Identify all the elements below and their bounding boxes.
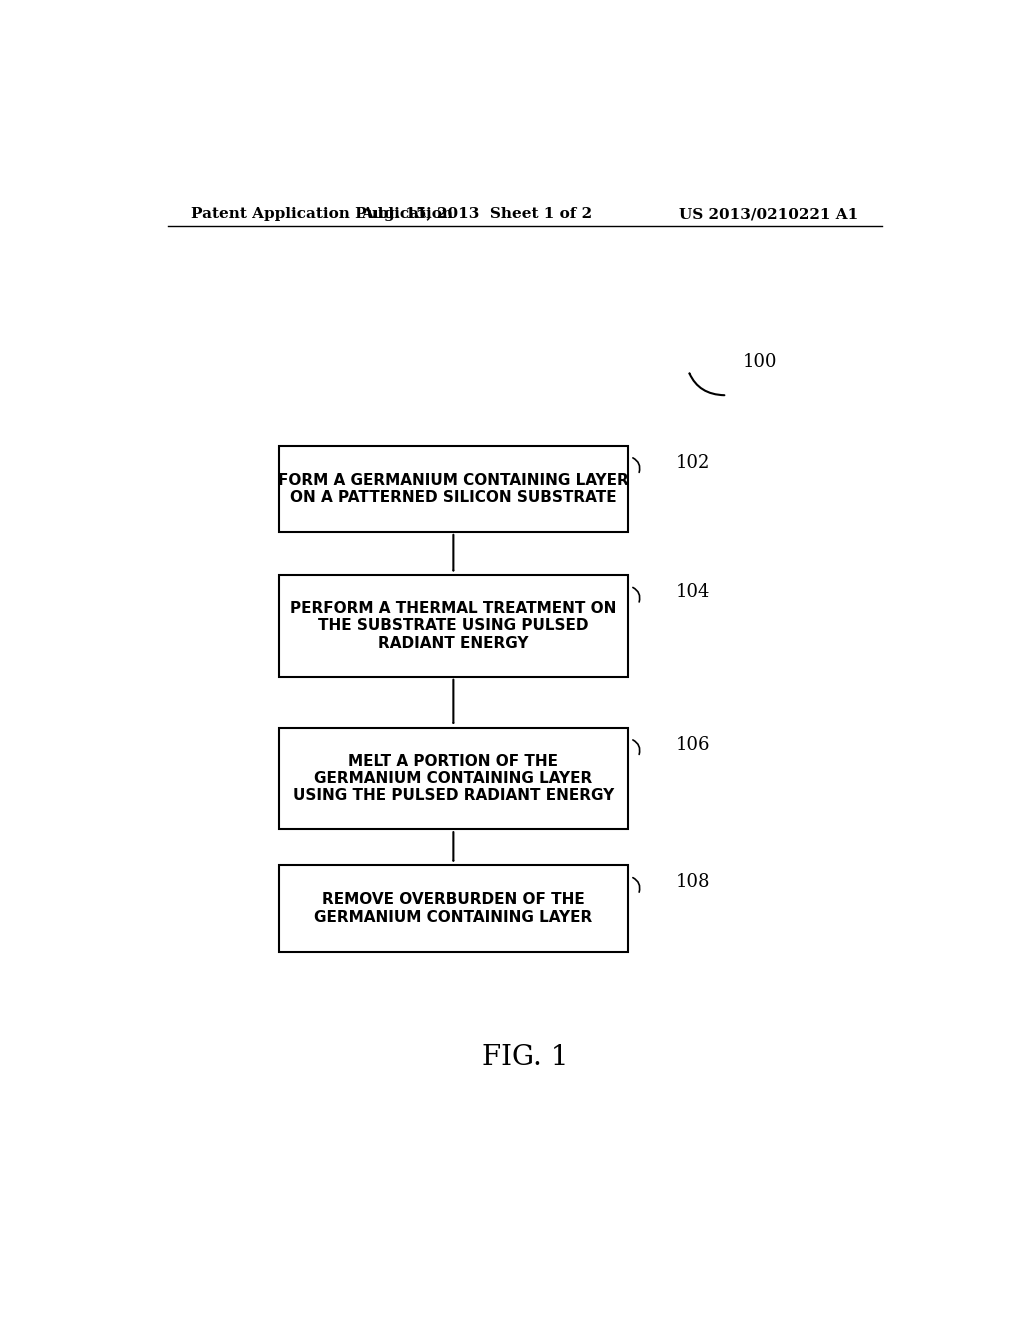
Text: FIG. 1: FIG. 1 [481,1044,568,1072]
FancyArrowPatch shape [633,741,640,755]
FancyArrowPatch shape [689,374,724,395]
Bar [279,727,628,829]
FancyArrowPatch shape [633,587,640,602]
Text: 104: 104 [676,583,710,601]
Text: MELT A PORTION OF THE
GERMANIUM CONTAINING LAYER
USING THE PULSED RADIANT ENERGY: MELT A PORTION OF THE GERMANIUM CONTAINI… [293,754,614,804]
Text: 100: 100 [743,352,777,371]
Bar [279,866,628,952]
Text: FORM A GERMANIUM CONTAINING LAYER
ON A PATTERNED SILICON SUBSTRATE: FORM A GERMANIUM CONTAINING LAYER ON A P… [278,473,629,506]
Text: REMOVE OVERBURDEN OF THE
GERMANIUM CONTAINING LAYER: REMOVE OVERBURDEN OF THE GERMANIUM CONTA… [314,892,593,925]
Text: 106: 106 [676,735,710,754]
Text: US 2013/0210221 A1: US 2013/0210221 A1 [679,207,858,222]
Text: PERFORM A THERMAL TREATMENT ON
THE SUBSTRATE USING PULSED
RADIANT ENERGY: PERFORM A THERMAL TREATMENT ON THE SUBST… [290,601,616,651]
Text: 108: 108 [676,874,710,891]
Bar [279,576,628,677]
Text: Patent Application Publication: Patent Application Publication [191,207,454,222]
Text: 102: 102 [676,454,710,471]
FancyArrowPatch shape [633,878,640,892]
Text: Aug. 15, 2013  Sheet 1 of 2: Aug. 15, 2013 Sheet 1 of 2 [361,207,593,222]
FancyArrowPatch shape [633,458,640,473]
Bar [279,446,628,532]
